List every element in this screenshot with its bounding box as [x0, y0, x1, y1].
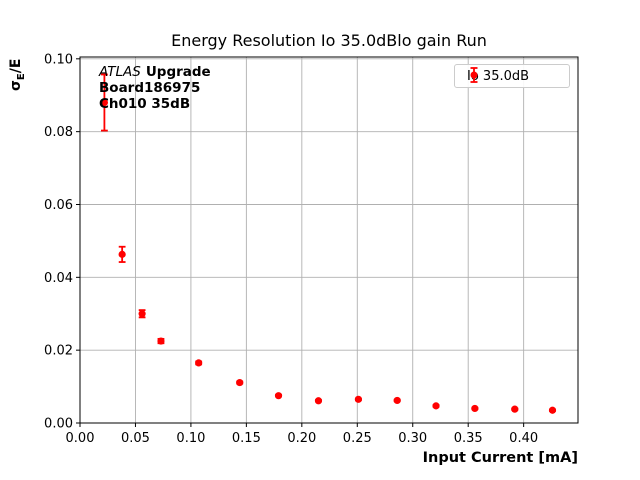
data-point-marker — [236, 378, 244, 387]
data-point-marker — [471, 404, 479, 413]
plot-frame — [79, 56, 579, 424]
annotation-atlas-text: ATLAS — [99, 64, 141, 80]
series-io-35.0db — [100, 73, 557, 414]
annotation: ATLAS Upgrade Board186975 Ch010 35dB — [99, 64, 211, 112]
annotation-line-1: ATLAS Upgrade — [99, 64, 211, 80]
data-point-marker — [274, 392, 283, 400]
x-tick-label: 0.40 — [509, 431, 538, 446]
legend-errorbar-icon — [470, 67, 478, 83]
data-point-marker — [548, 406, 557, 414]
annotation-line-2: Board186975 — [99, 80, 201, 96]
x-tick-label: 0.10 — [176, 431, 205, 446]
y-axis-label-sigma: σ — [8, 80, 24, 91]
y-tick-label: 0.02 — [44, 344, 73, 359]
annotation-line-3: Ch010 35dB — [99, 96, 191, 112]
axis-ticks: 0.00 0.05 0.10 0.15 0.20 0.25 0.30 0.35 0.40 0.00… — [44, 52, 538, 446]
data-point-marker — [118, 250, 126, 258]
y-axis-label-subscript: E — [15, 73, 27, 81]
data-point-marker — [138, 310, 146, 318]
legend-entry-label: Io 35.0dB — [467, 68, 530, 84]
y-tick-label: 0.06 — [44, 198, 73, 213]
data-point-marker — [511, 405, 519, 413]
grid — [79, 57, 578, 424]
y-axis-label-rest: /E — [8, 58, 24, 74]
y-tick-label: 0.08 — [44, 125, 73, 140]
x-tick-label: 0.35 — [454, 431, 483, 446]
data-point-marker — [432, 402, 440, 410]
x-tick-label: 0.05 — [121, 431, 150, 446]
data-point-marker — [100, 98, 109, 107]
data-point-marker — [354, 395, 362, 403]
x-tick-label: 0.20 — [287, 431, 316, 446]
data-point-marker — [195, 359, 203, 367]
x-tick-label: 0.25 — [343, 431, 372, 446]
y-tick-label: 0.00 — [44, 417, 73, 432]
data-point-marker — [314, 397, 323, 405]
x-tick-label: 0.15 — [232, 431, 261, 446]
x-tick-label: 0.30 — [398, 431, 427, 446]
annotation-upgrade-text: Upgrade — [145, 64, 211, 80]
x-axis-label: Input Current [mA] — [422, 450, 578, 466]
legend: Io 35.0dB — [454, 64, 570, 88]
chart-title: Energy Resolution Io 35.0dBlo gain Run — [171, 31, 487, 50]
x-tick-label: 0.00 — [66, 431, 95, 446]
y-tick-label: 0.04 — [44, 271, 73, 286]
y-tick-label: 0.10 — [44, 52, 73, 67]
data-point-marker — [393, 396, 401, 405]
data-point-marker — [157, 337, 165, 345]
y-axis-label: σE/E — [8, 59, 27, 91]
